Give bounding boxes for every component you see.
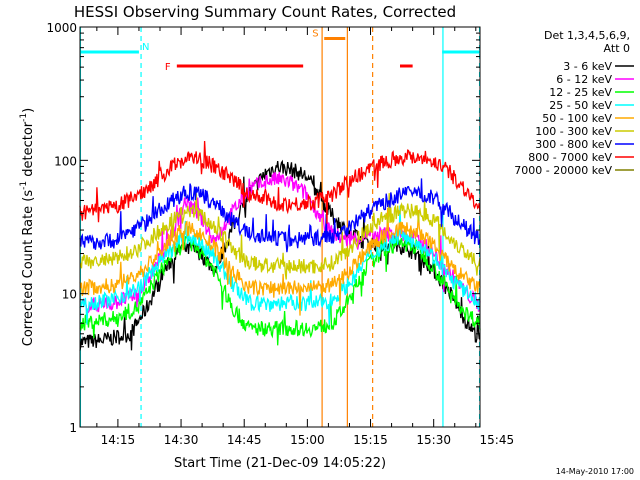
flag-label-n: N — [142, 42, 149, 53]
flag-bars: N F S — [80, 28, 480, 73]
x-tick-label-5: 15:30 — [416, 433, 451, 447]
x-axis: 14:15 14:30 14:45 15:00 15:15 15:30 15:45 — [96, 27, 515, 447]
y-axis-label-mid: detector — [21, 121, 36, 181]
x-tick-label-6: 15:45 — [480, 433, 515, 447]
y-tick-label-1: 10 — [62, 288, 77, 302]
y-axis-label-main: Corrected Count Rate (s — [21, 190, 36, 347]
legend-label-3: 25 - 50 keV — [549, 99, 612, 112]
y-axis-label-sup1: -1 — [19, 181, 29, 190]
series-line-6 — [79, 178, 481, 253]
x-tick-label-0: 14:15 — [101, 433, 136, 447]
legend-header-line2: Att 0 — [604, 42, 630, 55]
series-line-5 — [79, 190, 481, 280]
legend-label-2: 12 - 25 keV — [549, 86, 612, 99]
y-tick-label-2: 100 — [54, 154, 77, 168]
series-line-7 — [79, 140, 481, 224]
y-axis-label: Corrected Count Rate (s-1 detector-1) — [19, 108, 36, 346]
legend-label-1: 6 - 12 keV — [556, 73, 612, 86]
flag-label-s: S — [312, 28, 318, 39]
legend-label-5: 100 - 300 keV — [535, 125, 612, 138]
x-tick-label-4: 15:15 — [353, 433, 388, 447]
y-axis: 1 10 100 1000 — [46, 21, 480, 435]
x-tick-label-3: 15:00 — [290, 433, 325, 447]
legend-label-7: 800 - 7000 keV — [528, 151, 612, 164]
legend-label-4: 50 - 100 keV — [542, 112, 612, 125]
footer-date: 14-May-2010 17:00 — [556, 467, 634, 476]
legend-label-0: 3 - 6 keV — [563, 60, 612, 73]
series-line-2 — [79, 226, 481, 346]
chart-title: HESSI Observing Summary Count Rates, Cor… — [74, 3, 456, 21]
flag-label-f: F — [165, 62, 171, 73]
legend-header-line1: Det 1,3,4,5,6,9, — [544, 29, 630, 42]
legend-label-8: 7000 - 20000 keV — [514, 164, 612, 177]
series-lines — [79, 140, 481, 351]
series-line-4 — [79, 207, 481, 316]
plot-frame — [79, 26, 481, 428]
y-axis-label-end: ) — [21, 108, 36, 113]
y-axis-label-sup2: -1 — [19, 113, 29, 122]
x-tick-label-1: 14:30 — [164, 433, 199, 447]
y-tick-label-0: 1 — [69, 421, 77, 435]
series-line-3 — [79, 205, 481, 326]
x-tick-label-2: 14:45 — [227, 433, 262, 447]
legend-label-6: 300 - 800 keV — [535, 138, 612, 151]
x-axis-label: Start Time (21-Dec-09 14:05:22) — [174, 456, 386, 471]
y-tick-label-3: 1000 — [46, 21, 77, 35]
